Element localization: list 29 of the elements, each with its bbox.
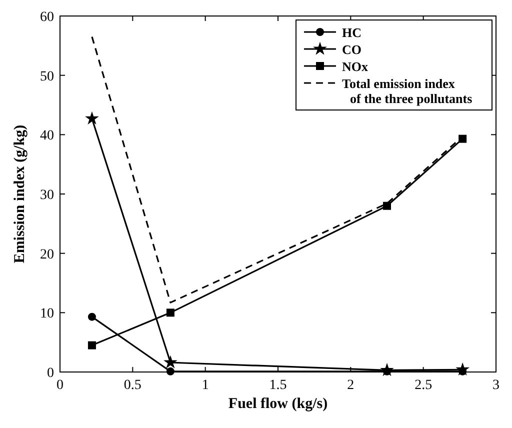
point <box>166 308 174 317</box>
point <box>383 202 391 210</box>
x-tick-label: 3 <box>492 378 500 393</box>
y-axis-title: Emission index (g/kg) <box>12 124 28 264</box>
y-tick-label: 50 <box>40 69 54 84</box>
y-tick-label: 60 <box>40 10 54 25</box>
x-axis-title: Fuel flow (kg/s) <box>228 396 328 412</box>
x-tick-label: 0.5 <box>124 378 142 393</box>
x-tick-label: 1.5 <box>269 378 287 393</box>
legend-label: CO <box>342 42 362 57</box>
legend-label: Total emission index of the three pollutants <box>342 76 472 106</box>
x-tick-label: 1 <box>202 378 209 393</box>
point <box>166 367 174 376</box>
y-tick-label: 40 <box>40 128 54 144</box>
legend-label: HC <box>342 25 362 40</box>
x-tick-label: 0 <box>56 378 64 393</box>
legend-label: NOx <box>342 59 368 74</box>
y-tick-label: 0 <box>47 366 54 381</box>
y-tick-label: 20 <box>40 247 54 262</box>
point <box>456 362 470 376</box>
point <box>88 312 96 321</box>
point <box>88 341 96 350</box>
x-tick-label: 2.5 <box>414 378 432 393</box>
y-tick-label: 30 <box>40 188 54 203</box>
x-tick-label: 2 <box>347 378 354 393</box>
y-tick-label: 10 <box>40 306 54 322</box>
point <box>380 362 394 376</box>
point <box>164 355 178 368</box>
point <box>85 111 99 125</box>
